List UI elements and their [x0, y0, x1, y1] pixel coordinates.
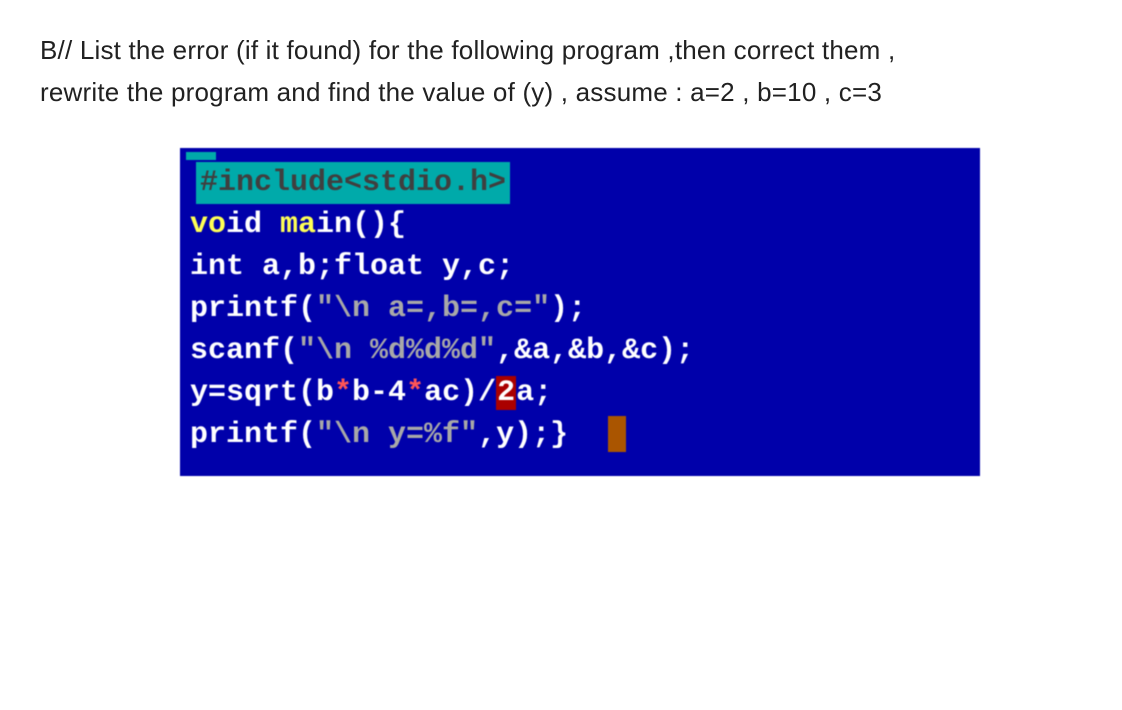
question-line1: B// List the error (if it found) for the… [40, 35, 895, 65]
code-line-4: printf("\n a=,b=,c="); [180, 288, 980, 330]
code-block: #include<stdio.h> void main(){ int a,b;f… [180, 148, 980, 476]
code-line-2: void main(){ [180, 204, 980, 246]
code-line-5: scanf("\n %d%d%d",&a,&b,&c); [180, 330, 980, 372]
top-stub [186, 152, 216, 160]
code-container: #include<stdio.h> void main(){ int a,b;f… [180, 148, 980, 476]
code-line-3: int a,b;float y,c; [180, 246, 980, 288]
question-text: B// List the error (if it found) for the… [40, 30, 1082, 113]
code-line-1: #include<stdio.h> [180, 162, 980, 204]
include-directive: #include<stdio.h> [196, 162, 510, 204]
code-line-6: y=sqrt(b*b-4*ac)/2a; [180, 372, 980, 414]
code-line-7: printf("\n y=%f",y);} [180, 414, 980, 456]
cursor-block [608, 416, 626, 452]
question-line2: rewrite the program and find the value o… [40, 77, 882, 107]
